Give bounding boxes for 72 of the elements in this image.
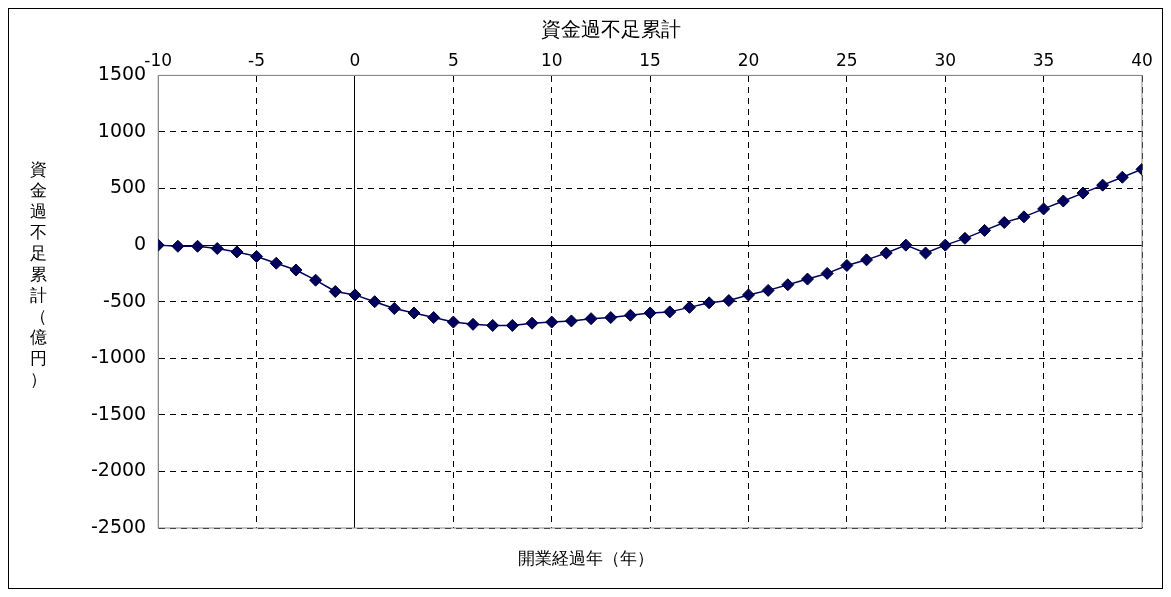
y-tick-label: -2000: [90, 458, 147, 481]
point: [289, 263, 303, 277]
point: [643, 306, 657, 320]
point: [525, 316, 539, 330]
x-tick-label: 20: [737, 49, 760, 70]
point: [997, 216, 1011, 229]
point: [781, 278, 795, 292]
point: [820, 266, 834, 280]
x-tick-label: 10: [540, 49, 563, 70]
point: [682, 300, 696, 314]
point: [1017, 210, 1031, 224]
point: [368, 295, 382, 309]
x-tick-label: -10: [144, 49, 173, 70]
point: [427, 311, 441, 325]
point: [210, 242, 224, 256]
point: [879, 246, 893, 260]
point: [663, 305, 677, 319]
point: [446, 315, 460, 329]
point: [623, 308, 637, 322]
point: [1056, 194, 1070, 208]
y-tick-label: -1000: [90, 345, 147, 368]
point: [466, 317, 480, 331]
point: [958, 231, 972, 245]
point: [604, 311, 618, 325]
point: [348, 288, 362, 302]
y-tick-label: 1000: [97, 118, 147, 141]
x-tick-label: -5: [248, 49, 266, 70]
point: [1096, 178, 1110, 192]
y-tick-label: 1500: [97, 62, 147, 85]
point: [860, 253, 874, 267]
x-tick-label: 25: [836, 49, 858, 70]
point: [309, 273, 323, 287]
x-axis-title: 開業経過年（年）: [516, 547, 655, 570]
point: [191, 239, 205, 253]
point: [545, 315, 559, 329]
point: [407, 306, 421, 320]
point: [899, 238, 913, 252]
point: [328, 285, 342, 299]
point: [584, 312, 598, 326]
point: [801, 272, 815, 286]
point: [1076, 186, 1090, 200]
point: [702, 296, 716, 310]
point: [741, 288, 755, 302]
point: [978, 223, 992, 237]
point: [486, 318, 500, 332]
x-tick-label: 15: [639, 49, 661, 70]
y-tick-label: 500: [109, 175, 147, 198]
chart-title: 資金過不足累計: [540, 17, 681, 42]
x-tick-label: 35: [1032, 49, 1055, 70]
text: 資金過不足累計（億円）: [29, 159, 47, 389]
x-tick-label: 40: [1131, 49, 1153, 70]
point: [269, 256, 283, 270]
point: [1037, 202, 1051, 216]
point: [761, 283, 775, 297]
x-tick-label: 0: [349, 49, 361, 70]
point: [171, 239, 185, 253]
point: [250, 249, 264, 263]
point: [938, 238, 952, 252]
point: [505, 318, 519, 332]
x-tick-label: 5: [447, 49, 459, 70]
point: [387, 301, 401, 315]
y-tick-label: -1500: [90, 401, 147, 424]
point: [1115, 170, 1129, 184]
point: [564, 314, 578, 328]
x-tick-label: 30: [934, 49, 957, 70]
y-tick-label: 0: [134, 232, 147, 255]
point: [722, 294, 736, 308]
point: [230, 245, 244, 259]
point: [840, 258, 854, 272]
y-tick-label: -2500: [90, 514, 147, 537]
y-tick-label: -500: [103, 288, 147, 311]
point: [919, 246, 933, 260]
